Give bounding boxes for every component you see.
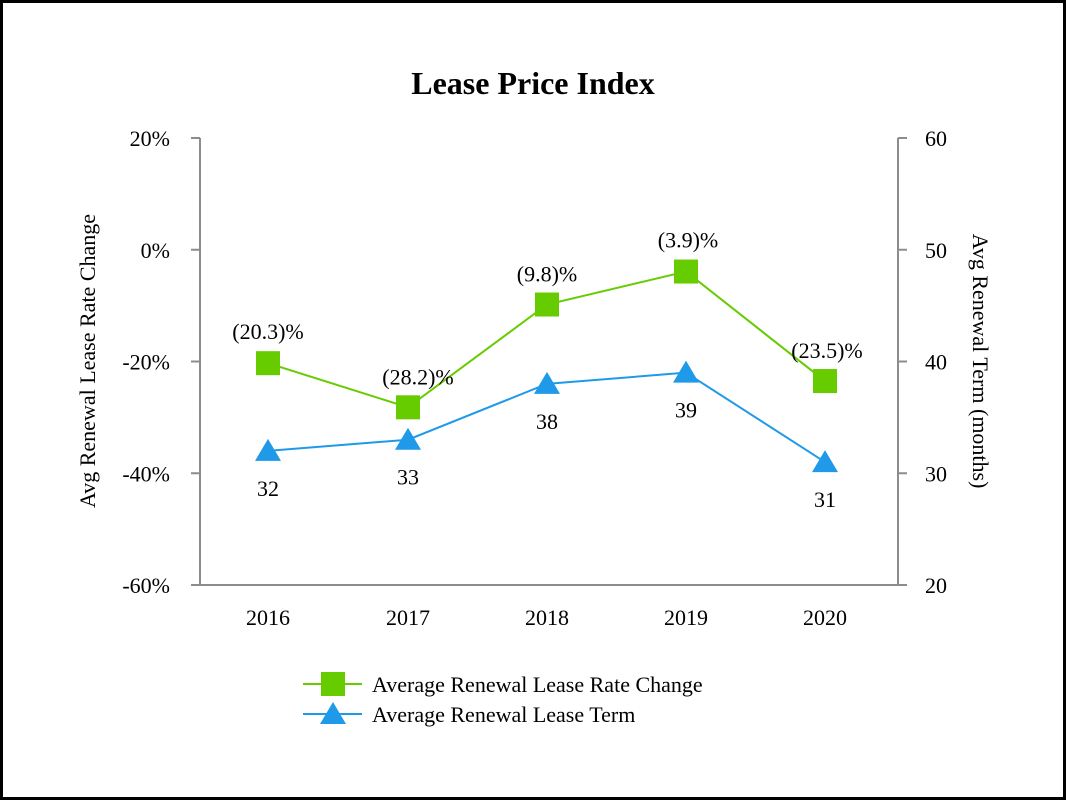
- lease-term-marker: [255, 438, 281, 461]
- rate-change-marker: [396, 395, 420, 420]
- x-tick-label: 2018: [525, 605, 569, 630]
- lease-term-marker: [812, 450, 838, 473]
- rate-change-marker: [674, 259, 698, 284]
- rate-change-marker: [535, 292, 559, 317]
- left-tick-label: -60%: [122, 573, 170, 598]
- lease-term-marker: [395, 427, 421, 450]
- lease-term-label: 38: [536, 409, 558, 434]
- right-tick-label: 30: [925, 461, 947, 486]
- lease-term-marker: [673, 360, 699, 383]
- rate-change-marker: [813, 369, 837, 394]
- lease-term-label: 33: [397, 465, 419, 490]
- left-tick-label: -40%: [122, 461, 170, 486]
- data-labels: (20.3)% (28.2)% (9.8)% (3.9)% (23.5)% 32 33 38 3…: [232, 228, 862, 513]
- rate-change-label: (20.3)%: [232, 319, 303, 344]
- legend-square-marker: [321, 672, 345, 696]
- legend-label: Average Renewal Lease Rate Change: [372, 672, 703, 697]
- legend-triangle-marker: [320, 702, 346, 724]
- right-axis-title: Avg Renewal Term (months): [968, 234, 993, 489]
- left-tick-label: -20%: [122, 350, 170, 375]
- left-axis-title: Avg Renewal Lease Rate Change: [75, 214, 100, 508]
- lease-term-label: 31: [814, 487, 836, 512]
- right-tick-label: 60: [925, 126, 947, 151]
- right-tick-label: 40: [925, 350, 947, 375]
- right-tick-label: 20: [925, 573, 947, 598]
- rate-change-label: (28.2)%: [382, 364, 453, 389]
- rate-change-label: (9.8)%: [517, 262, 577, 287]
- lease-term-label: 39: [675, 398, 697, 423]
- x-tick-label: 2017: [386, 605, 430, 630]
- legend: Average Renewal Lease Rate Change Average…: [303, 672, 703, 727]
- rate-change-label: (3.9)%: [658, 228, 718, 253]
- rate-change-marker: [256, 351, 280, 376]
- right-tick-label: 50: [925, 238, 947, 263]
- chart-title: Lease Price Index: [411, 65, 655, 101]
- x-tick-label: 2020: [803, 605, 847, 630]
- axes: 20% 0% -20% -40% -60% 60 50 40 30 20 2016 2017 2018 2…: [75, 126, 993, 630]
- markers: [255, 259, 838, 473]
- rate-change-label: (23.5)%: [791, 338, 862, 363]
- legend-label: Average Renewal Lease Term: [372, 702, 635, 727]
- x-tick-label: 2019: [664, 605, 708, 630]
- lease-term-marker: [534, 371, 560, 394]
- left-tick-label: 20%: [130, 126, 170, 151]
- left-tick-label: 0%: [141, 238, 170, 263]
- x-tick-label: 2016: [246, 605, 290, 630]
- lease-term-label: 32: [257, 476, 279, 501]
